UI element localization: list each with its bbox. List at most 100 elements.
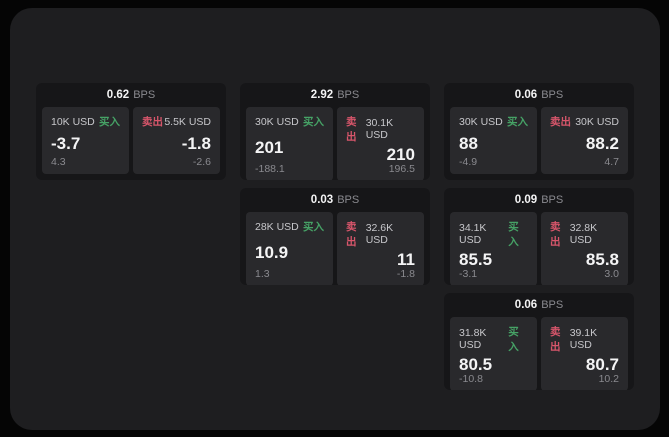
sell-quote-tile[interactable]: 卖出 5.5K USD -1.8 -2.6 — [133, 107, 220, 174]
sell-quote-tile[interactable]: 卖出 30K USD 88.2 4.7 — [541, 107, 628, 174]
quote-card: 0.62 BPS 10K USD 买入 -3.7 4.3 卖出 5.5K USD… — [36, 83, 226, 180]
card-header: 0.62 BPS — [36, 83, 226, 104]
sell-delta: -1.8 — [396, 268, 415, 280]
sell-tile-header: 卖出 30K USD — [550, 114, 619, 129]
quotes-panel: 0.62 BPS 10K USD 买入 -3.7 4.3 卖出 5.5K USD… — [10, 8, 660, 430]
buy-side-label: 买入 — [508, 221, 519, 248]
buy-quote-tile[interactable]: 34.1K USD 买入 85.5 -3.1 — [450, 212, 537, 285]
sell-delta: 196.5 — [388, 163, 415, 175]
sell-quote-tile[interactable]: 卖出 32.8K USD 85.8 3.0 — [541, 212, 628, 285]
buy-side-label: 买入 — [99, 116, 120, 128]
card-header: 2.92 BPS — [240, 83, 430, 104]
bps-value: 2.92 — [310, 89, 334, 101]
bps-value: 0.62 — [106, 89, 130, 101]
quote-card: 2.92 BPS 30K USD 买入 201 -188.1 卖出 30.1K … — [240, 83, 430, 180]
bps-unit-label: BPS — [337, 194, 360, 206]
buy-delta: -10.8 — [459, 373, 483, 385]
bps-unit-label: BPS — [541, 299, 564, 311]
sell-side-label: 卖出 — [550, 326, 561, 353]
quote-cards-grid: 0.62 BPS 10K USD 买入 -3.7 4.3 卖出 5.5K USD… — [36, 83, 634, 390]
sell-delta: 10.2 — [598, 373, 619, 385]
buy-size-label: 28K USD — [255, 220, 299, 233]
sell-price: -1.8 — [181, 134, 211, 153]
buy-side-label: 买入 — [303, 116, 324, 128]
buy-side-label: 买入 — [303, 221, 324, 233]
sell-quote-tile[interactable]: 卖出 39.1K USD 80.7 10.2 — [541, 317, 628, 390]
buy-quote-tile[interactable]: 30K USD 买入 88 -4.9 — [450, 107, 537, 174]
card-body: 10K USD 买入 -3.7 4.3 卖出 5.5K USD -1.8 -2.… — [36, 104, 226, 180]
buy-quote-tile[interactable]: 30K USD 买入 201 -188.1 — [246, 107, 333, 180]
sell-side-label: 卖出 — [550, 221, 561, 248]
buy-price: 85.5 — [459, 250, 493, 269]
sell-quote-tile[interactable]: 卖出 30.1K USD 210 196.5 — [337, 107, 424, 180]
buy-side-label: 买入 — [508, 326, 519, 353]
buy-price: 88 — [459, 134, 478, 153]
buy-price: -3.7 — [51, 134, 81, 153]
buy-tile-header: 30K USD 买入 — [459, 114, 528, 129]
card-header: 0.03 BPS — [240, 188, 430, 209]
sell-tile-header: 卖出 32.8K USD — [550, 219, 619, 249]
buy-tile-header: 10K USD 买入 — [51, 114, 120, 129]
buy-tile-header: 28K USD 买入 — [255, 219, 324, 234]
sell-size-label: 5.5K USD — [164, 115, 211, 128]
sell-delta: 4.7 — [604, 156, 619, 168]
card-header: 0.09 BPS — [444, 188, 634, 209]
sell-size-label: 39.1K USD — [569, 327, 598, 351]
card-body: 30K USD 买入 201 -188.1 卖出 30.1K USD 210 1… — [240, 104, 430, 180]
buy-size-label: 34.1K USD — [459, 222, 487, 246]
sell-tile-header: 卖出 5.5K USD — [142, 114, 211, 129]
buy-delta: -3.1 — [459, 268, 478, 280]
buy-side-label: 买入 — [507, 116, 528, 128]
card-header: 0.06 BPS — [444, 83, 634, 104]
quote-card: 0.03 BPS 28K USD 买入 10.9 1.3 卖出 32.6K US… — [240, 188, 430, 285]
sell-size-label: 30.1K USD — [365, 117, 394, 141]
sell-size-label: 32.6K USD — [365, 222, 394, 246]
bps-unit-label: BPS — [541, 89, 564, 101]
quote-card: 0.09 BPS 34.1K USD 买入 85.5 -3.1 卖出 32.8K… — [444, 188, 634, 285]
buy-price: 10.9 — [255, 242, 289, 262]
buy-delta: -188.1 — [255, 163, 285, 175]
sell-price: 85.8 — [585, 250, 619, 269]
card-body: 34.1K USD 买入 85.5 -3.1 卖出 32.8K USD 85.8… — [444, 209, 634, 285]
card-header: 0.06 BPS — [444, 293, 634, 314]
sell-quote-tile[interactable]: 卖出 32.6K USD 11 -1.8 — [337, 212, 424, 285]
buy-tile-header: 30K USD 买入 — [255, 114, 324, 129]
buy-quote-tile[interactable]: 28K USD 买入 10.9 1.3 — [246, 212, 333, 285]
sell-delta: -2.6 — [192, 156, 211, 168]
buy-size-label: 30K USD — [459, 115, 503, 128]
buy-price: 80.5 — [459, 355, 493, 374]
bps-unit-label: BPS — [337, 89, 360, 101]
sell-side-label: 卖出 — [550, 116, 571, 128]
buy-size-label: 10K USD — [51, 115, 95, 128]
buy-tile-header: 31.8K USD 买入 — [459, 324, 528, 354]
buy-delta: 1.3 — [255, 268, 270, 280]
bps-value: 0.06 — [514, 89, 538, 101]
buy-size-label: 30K USD — [255, 115, 299, 128]
sell-size-label: 30K USD — [575, 115, 619, 128]
buy-quote-tile[interactable]: 31.8K USD 买入 80.5 -10.8 — [450, 317, 537, 390]
buy-delta: -4.9 — [459, 156, 478, 168]
card-body: 28K USD 买入 10.9 1.3 卖出 32.6K USD 11 -1.8 — [240, 209, 430, 285]
sell-side-label: 卖出 — [346, 221, 357, 248]
sell-tile-header: 卖出 32.6K USD — [346, 219, 415, 249]
quote-card: 0.06 BPS 30K USD 买入 88 -4.9 卖出 30K USD 8… — [444, 83, 634, 180]
sell-price: 210 — [386, 145, 415, 164]
sell-side-label: 卖出 — [142, 116, 163, 128]
sell-price: 80.7 — [585, 355, 619, 374]
bps-value: 0.03 — [310, 194, 334, 206]
card-body: 30K USD 买入 88 -4.9 卖出 30K USD 88.2 4.7 — [444, 104, 634, 180]
buy-size-label: 31.8K USD — [459, 327, 487, 351]
sell-delta: 3.0 — [604, 268, 619, 280]
quote-card: 0.06 BPS 31.8K USD 买入 80.5 -10.8 卖出 39.1… — [444, 293, 634, 390]
card-body: 31.8K USD 买入 80.5 -10.8 卖出 39.1K USD 80.… — [444, 314, 634, 390]
sell-tile-header: 卖出 39.1K USD — [550, 324, 619, 354]
sell-size-label: 32.8K USD — [569, 222, 598, 246]
sell-price: 88.2 — [585, 134, 619, 153]
bps-value: 0.09 — [514, 194, 538, 206]
sell-price: 11 — [397, 250, 415, 269]
buy-quote-tile[interactable]: 10K USD 买入 -3.7 4.3 — [42, 107, 129, 174]
sell-tile-header: 卖出 30.1K USD — [346, 114, 415, 144]
bps-unit-label: BPS — [133, 89, 156, 101]
buy-tile-header: 34.1K USD 买入 — [459, 219, 528, 249]
